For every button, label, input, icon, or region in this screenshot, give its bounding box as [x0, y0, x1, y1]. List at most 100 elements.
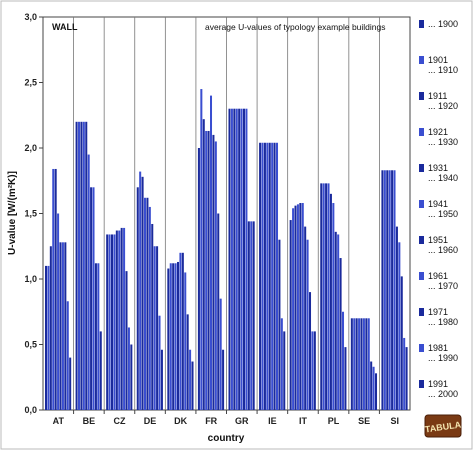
bar-it-1 — [292, 208, 295, 410]
bar-be-1 — [78, 121, 81, 411]
y-tick-label: 0,0 — [24, 405, 37, 415]
y-axis-title: U-value [W/(m²K)] — [7, 171, 18, 255]
category-label-gr: GR — [235, 416, 249, 426]
bar-it-2 — [294, 205, 297, 410]
bar-be-10 — [99, 331, 102, 410]
bar-de-2 — [141, 176, 144, 410]
category-label-cz: CZ — [114, 416, 126, 426]
bar-cz-0 — [106, 234, 109, 410]
bar-fr-1 — [200, 89, 203, 411]
legend-label-line1: 1961 — [428, 271, 448, 281]
bar-pl-8 — [339, 258, 342, 410]
bar-gr-2 — [233, 108, 236, 410]
legend-label-line2: ... 1960 — [428, 245, 458, 255]
bar-de-6 — [151, 223, 154, 410]
bar-gr-5 — [240, 108, 243, 410]
bar-fr-6 — [212, 134, 215, 410]
bar-gr-1 — [230, 108, 233, 410]
legend-item: 1901... 1910 — [419, 55, 458, 75]
bar-fr-9 — [219, 298, 222, 410]
bar-at-3 — [52, 168, 55, 410]
logo-badge — [424, 414, 462, 438]
bar-pl-0 — [320, 183, 323, 410]
bar-se-10 — [375, 373, 378, 410]
legend-label-line1: 1911 — [428, 91, 447, 101]
legend-swatch — [419, 164, 424, 172]
x-axis-title: country — [208, 433, 245, 444]
bar-ie-10 — [283, 331, 286, 410]
bar-gr-7 — [245, 108, 248, 410]
bar-si-9 — [403, 337, 406, 410]
bar-at-10 — [69, 357, 72, 410]
bar-it-8 — [309, 292, 312, 410]
bar-dk-9 — [189, 349, 192, 410]
bar-it-10 — [313, 331, 316, 410]
bar-de-3 — [144, 197, 147, 410]
bar-si-7 — [398, 242, 401, 410]
legend-item: 1971... 1980 — [419, 307, 458, 327]
bar-si-3 — [388, 170, 391, 410]
bar-dk-4 — [177, 261, 180, 410]
bar-si-6 — [395, 226, 398, 410]
legend-label-line2: ... 1990 — [428, 353, 458, 363]
chart-title: WALL — [52, 22, 78, 32]
bar-dk-6 — [181, 252, 184, 410]
bar-it-9 — [311, 331, 314, 410]
bar-be-0 — [75, 121, 78, 411]
bar-it-0 — [289, 220, 292, 410]
bar-si-5 — [393, 170, 396, 410]
bar-cz-6 — [120, 227, 123, 410]
bar-pl-3 — [327, 183, 330, 410]
legend-swatch — [419, 92, 424, 100]
bar-dk-8 — [186, 314, 189, 410]
legend-label-line2: ... 1980 — [428, 317, 458, 327]
category-label-de: DE — [144, 416, 157, 426]
bar-gr-3 — [235, 108, 238, 410]
legend-item: 1941... 1950 — [419, 199, 458, 219]
legend-label-line2: ... 1970 — [428, 281, 458, 291]
bar-at-9 — [66, 301, 69, 410]
legend-label-line2: ... 1940 — [428, 173, 458, 183]
bar-at-5 — [57, 213, 60, 410]
bar-at-2 — [49, 246, 52, 410]
bar-it-5 — [301, 203, 304, 410]
bar-fr-0 — [197, 148, 200, 410]
bar-at-6 — [59, 242, 62, 410]
bar-se-1 — [353, 318, 356, 410]
legend-label-line1: 1921 — [428, 127, 448, 137]
bar-be-6 — [90, 187, 93, 410]
legend-item: 1951... 1960 — [419, 235, 458, 255]
bar-si-1 — [383, 170, 386, 410]
bar-cz-3 — [113, 234, 116, 410]
legend-label-line2: ... 1950 — [428, 209, 458, 219]
bar-pl-9 — [342, 311, 345, 410]
bar-ie-8 — [278, 239, 281, 410]
category-separators — [73, 17, 380, 414]
bar-be-9 — [97, 263, 100, 410]
category-label-dk: DK — [174, 416, 187, 426]
bar-ie-2 — [263, 142, 266, 410]
legend-label-line2: ... 1920 — [428, 101, 458, 111]
bar-se-0 — [350, 318, 353, 410]
legend-swatch — [419, 380, 424, 388]
bar-de-4 — [146, 197, 149, 410]
bar-si-4 — [391, 170, 394, 410]
bar-se-4 — [360, 318, 363, 410]
bar-si-10 — [405, 347, 408, 410]
bar-be-2 — [80, 121, 83, 411]
legend-item: 1981... 1990 — [419, 343, 458, 363]
y-tick-label: 2,0 — [24, 143, 37, 153]
bar-be-4 — [85, 121, 88, 411]
legend-label-line1: 1941 — [428, 199, 448, 209]
bar-de-1 — [139, 171, 142, 410]
bar-cz-8 — [125, 271, 128, 410]
bar-de-0 — [136, 187, 139, 410]
legend-swatch — [419, 272, 424, 280]
bar-de-7 — [153, 246, 156, 410]
legend-swatch — [419, 200, 424, 208]
legend-item: 1991... 2000 — [419, 379, 458, 399]
bar-se-5 — [362, 318, 365, 410]
legend-item: 1961... 1970 — [419, 271, 458, 291]
bar-cz-5 — [118, 230, 121, 410]
